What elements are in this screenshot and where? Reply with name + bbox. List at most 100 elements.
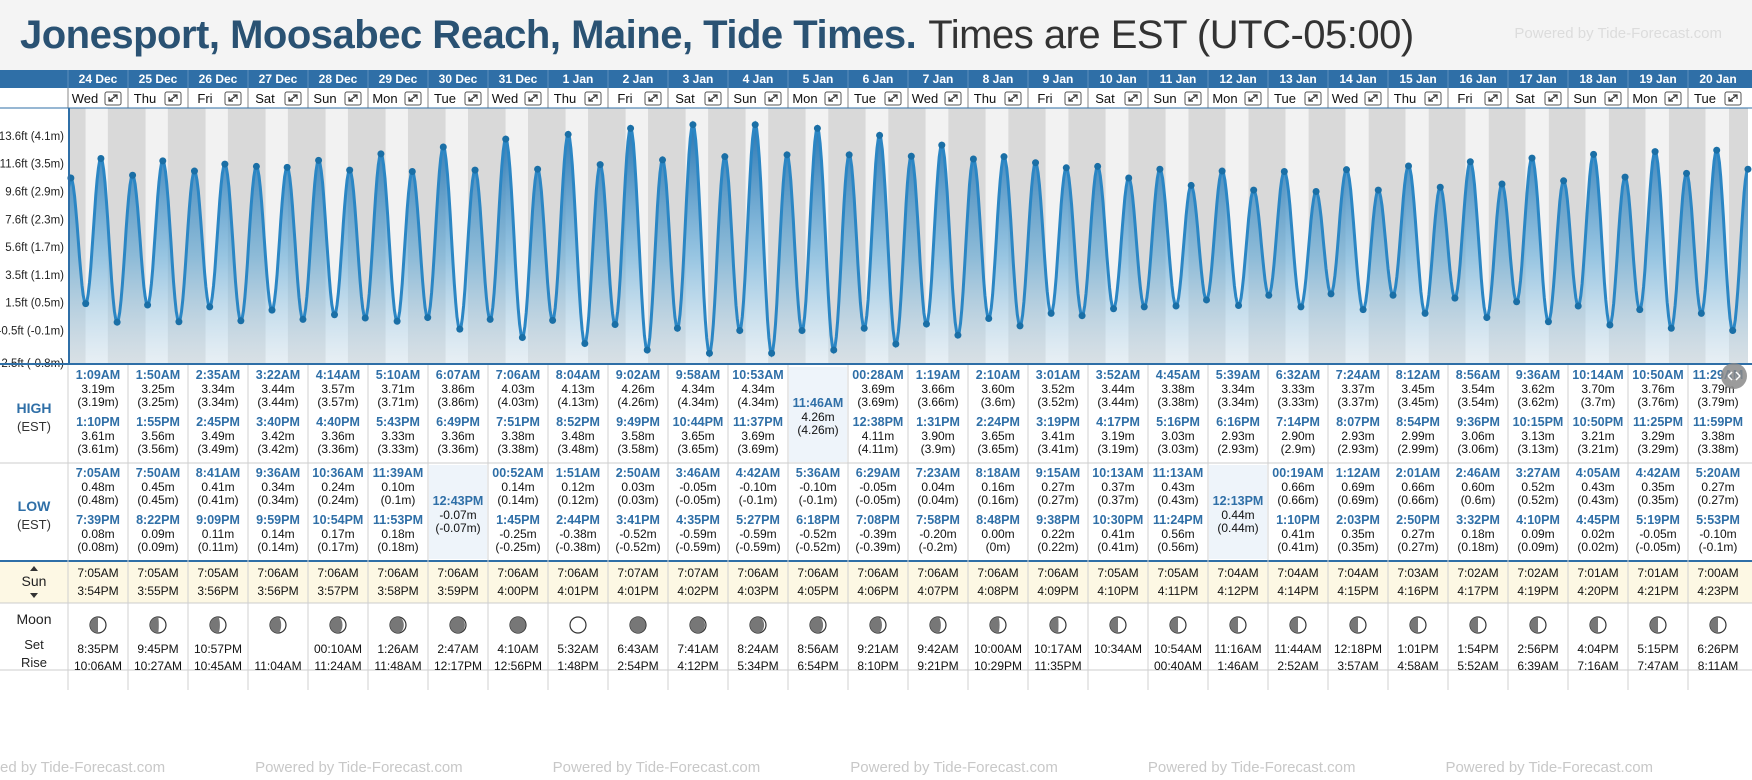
- tide-time: 9:58AM: [676, 368, 720, 382]
- moon-time: 1:26AM: [377, 642, 418, 656]
- tide-height-metric: (0.56m): [1157, 540, 1198, 554]
- sunset-time: 4:20PM: [1577, 584, 1618, 598]
- tide-height: 3.06m: [1461, 429, 1494, 443]
- tide-extreme-point: [611, 321, 619, 329]
- single-tide-bg: [789, 367, 847, 462]
- tide-time: 8:12AM: [1396, 368, 1440, 382]
- footer-watermark: Powered by Tide-Forecast.com: [552, 759, 761, 776]
- tide-height-metric: (0.43m): [1577, 493, 1618, 507]
- tide-time: 2:46AM: [1456, 466, 1500, 480]
- weekday-label: Sun: [1573, 91, 1596, 106]
- date-label: 11 Jan: [1160, 72, 1197, 86]
- weekday-label: Tue: [1694, 91, 1716, 106]
- footer-watermark: Powered by Tide-Forecast.com: [1445, 759, 1654, 776]
- tide-height: 3.19m: [1101, 429, 1134, 443]
- tide-height-metric: (-0.07m): [435, 521, 480, 535]
- tide-time: 2:24PM: [976, 415, 1020, 429]
- tide-extreme-point: [252, 162, 260, 170]
- sunset-time: 3:56PM: [197, 584, 238, 598]
- moon-time: 11:04AM: [254, 659, 301, 673]
- moon-time: 10:17AM: [1034, 642, 1082, 656]
- tide-height: 0.41m: [1281, 527, 1314, 541]
- tide-extreme-point: [331, 311, 338, 319]
- moon-time: 10:00AM: [974, 642, 1022, 656]
- weekday-label: Sat: [1515, 91, 1535, 106]
- tide-time: 9:36AM: [1516, 368, 1560, 382]
- moon-time: 4:58AM: [1397, 659, 1438, 673]
- tide-time: 2:03PM: [1336, 513, 1380, 527]
- y-tick-label: 5.6ft (1.7m): [5, 242, 64, 254]
- moon-time: 9:21AM: [857, 642, 898, 656]
- tide-height-metric: (3.7m): [1581, 395, 1616, 409]
- tide-extreme-point: [518, 334, 526, 341]
- tide-extreme-point: [1574, 302, 1582, 310]
- tide-extreme-point: [1713, 146, 1721, 154]
- tide-extreme-point: [798, 327, 806, 335]
- tide-height-metric: (3.79m): [1697, 395, 1738, 409]
- date-label: 2 Jan: [623, 72, 654, 86]
- moon-shadow: [810, 617, 824, 633]
- tide-height: 0.04m: [921, 480, 954, 494]
- tide-height-metric: (3.21m): [1577, 442, 1618, 456]
- tide-time: 4:17PM: [1096, 415, 1140, 429]
- date-label: 30 Dec: [439, 72, 478, 86]
- tide-time: 8:04AM: [556, 368, 600, 382]
- tide-height-metric: (3.03m): [1157, 442, 1198, 456]
- moon-time: 5:32AM: [557, 642, 598, 656]
- tide-height-metric: (0.37m): [1097, 493, 1138, 507]
- tide-height-metric: (3.86m): [437, 395, 478, 409]
- tide-time: 11:46AM: [793, 396, 844, 410]
- weekday-label: Mon: [372, 91, 397, 106]
- tide-extreme-point: [1327, 290, 1335, 298]
- tide-height: 0.27m: [1041, 480, 1074, 494]
- tide-height: 0.24m: [321, 480, 354, 494]
- moon-shadow: [930, 617, 941, 633]
- tide-height-metric: (4.34m): [677, 395, 718, 409]
- tide-height: 3.70m: [1581, 382, 1614, 396]
- tide-height-metric: (4.34m): [737, 395, 778, 409]
- date-header-bg: [0, 70, 1752, 88]
- tide-height-metric: (-0.52m): [615, 540, 660, 554]
- tide-extreme-point: [456, 325, 464, 333]
- weekday-label: Mon: [1632, 91, 1657, 106]
- tide-height: 3.36m: [441, 429, 474, 443]
- tide-time: 8:52PM: [556, 415, 600, 429]
- tide-extreme-point: [1621, 173, 1629, 181]
- tide-height: 4.26m: [801, 410, 834, 424]
- weekday-label: Fri: [1457, 91, 1472, 106]
- tide-time: 1:50AM: [136, 368, 180, 382]
- tide-time: 6:49PM: [436, 415, 480, 429]
- tide-height-metric: (0.41m): [1277, 540, 1318, 554]
- tide-height-metric: (0.27m): [1037, 493, 1078, 507]
- tide-time: 6:07AM: [436, 368, 480, 382]
- tide-height-metric: (3.66m): [917, 395, 958, 409]
- tide-height-metric: (3.36m): [317, 442, 358, 456]
- tide-time: 4:14AM: [316, 368, 360, 382]
- tide-height-metric: (0.27m): [1397, 540, 1438, 554]
- tide-height-metric: (3.65m): [977, 442, 1018, 456]
- tide-height-metric: (0.09m): [137, 540, 178, 554]
- scroll-handle[interactable]: [1721, 363, 1747, 389]
- tide-height-metric: (0.22m): [1037, 540, 1078, 554]
- tide-time: 7:24AM: [1336, 368, 1380, 382]
- tide-height-metric: (3.19m): [1097, 442, 1138, 456]
- weekday-label: Tue: [434, 91, 456, 106]
- moon-shadow: [1470, 617, 1478, 633]
- tide-height-metric: (3.38m): [497, 442, 538, 456]
- weekday-label: Tue: [1274, 91, 1296, 106]
- tide-time: 3:41PM: [616, 513, 660, 527]
- tide-height-metric: (3.38m): [1697, 442, 1738, 456]
- date-label: 13 Jan: [1279, 72, 1316, 86]
- tide-extreme-point: [1110, 305, 1118, 313]
- tide-height: 2.93m: [1341, 429, 1374, 443]
- date-label: 25 Dec: [139, 72, 178, 86]
- tide-height-metric: (0.35m): [1337, 540, 1378, 554]
- tide-extreme-point: [1343, 166, 1350, 174]
- moon-time: 5:52AM: [1457, 659, 1498, 673]
- tide-extreme-point: [1359, 306, 1367, 314]
- expand-arrow-glyph: [1188, 94, 1198, 102]
- sunrise-time: 7:06AM: [497, 566, 538, 580]
- tide-time: 8:54PM: [1396, 415, 1440, 429]
- tide-extreme-point: [564, 130, 572, 138]
- tide-height: 0.10m: [381, 480, 414, 494]
